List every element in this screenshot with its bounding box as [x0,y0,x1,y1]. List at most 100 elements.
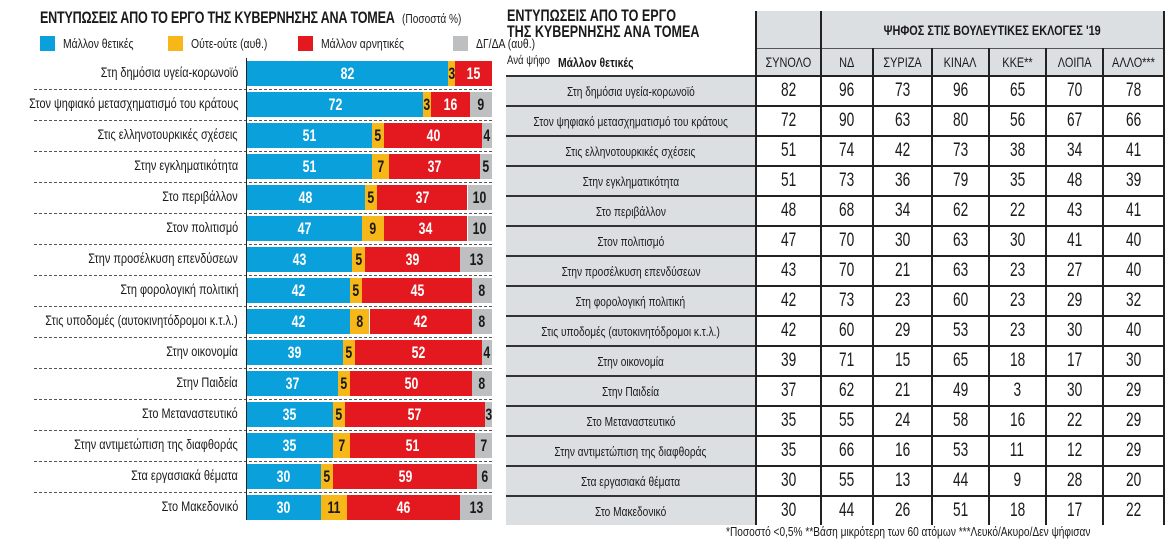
bar-segment: 15 [455,61,492,86]
table-cell: 29 [1103,375,1165,406]
bar-segment: 42 [247,278,350,303]
vote-table: ΨΗΦΟΣ ΣΤΙΣ ΒΟΥΛΕΥΤΙΚΕΣ ΕΚΛΟΓΕΣ '19 ΣΥΝΟΛ… [506,11,1165,525]
legend-label: Μάλλον θετικές [63,35,134,51]
table-cell: 90 [820,105,874,136]
stacked-bar: 82 3 15 [247,61,492,86]
row-divider [34,368,492,369]
table-cell: 49 [931,375,991,406]
bar-segment: 7 [474,433,492,458]
row-label: Στο Μακεδονικό [506,495,757,525]
bar-segment: 39 [364,247,461,272]
chart-row: Στα εργασιακά θέματα 30 5 59 6 [0,461,500,492]
table-cell: 12 [1045,435,1105,466]
data-label: 5 [340,373,348,393]
legend-item: Μάλλον θετικές [40,34,151,52]
bar-segment: 35 [247,402,333,427]
table-cell: 16 [872,435,933,466]
bar-segment: 4 [482,340,492,365]
table-cell: 82 [755,75,822,106]
data-label: 13 [469,497,483,517]
bar-segment: 37 [389,154,480,179]
table-cell: 29 [1103,435,1165,466]
bar-segment: 30 [247,464,321,489]
stacked-bar: 37 5 50 8 [247,371,492,396]
data-label: 10 [472,218,487,238]
row-label: Στην προσέλκυση επενδύσεων [506,255,757,286]
data-label: 48 [298,187,313,207]
stacked-bar: 35 7 51 7 [247,433,492,458]
table-row: Στο περιβάλλον 48 68 34 62 22 43 41 [506,195,1165,226]
chart-axis-line [246,58,247,520]
table-cell: 30 [1045,315,1105,346]
data-label: 10 [472,187,487,207]
table-cell: 96 [820,75,874,106]
table-cell: 32 [1103,285,1165,316]
table-cell: 73 [872,75,933,106]
table-cell: 70 [1045,75,1105,106]
chart-row: Στη φορολογική πολιτική 42 5 45 8 [0,275,500,306]
legend-label: Μάλλον αρνητικές [321,35,404,51]
data-label: 30 [276,466,291,486]
bar-segment: 6 [477,464,492,489]
table-cell: 72 [755,105,822,136]
table-cell: 65 [989,75,1047,106]
row-label: Στην αντιμετώπιση της διαφθοράς [506,435,757,466]
table-cell: 22 [989,195,1047,226]
table-cell: 3 [989,375,1047,406]
table-cell: 55 [820,465,874,496]
table-cell: 23 [989,315,1047,346]
table-row: Στο Μακεδονικό 30 44 26 51 18 17 22 [506,495,1165,525]
row-label: Στο Μεταναστευτικό [506,405,757,436]
data-label: 7 [377,156,384,176]
row-label: Στη φορολογική πολιτική [506,285,757,316]
bar-segment: 51 [247,154,372,179]
category-label: Στις υποδομές (αυτοκινητόδρομοι κ.τ.λ.) [45,312,238,328]
table-cell: 58 [931,405,991,436]
row-divider [34,461,492,462]
data-label: 5 [323,466,331,486]
stacked-bar: 42 5 45 8 [247,278,492,303]
table-cell: 40 [1103,315,1165,346]
bar-segment: 47 [247,216,363,241]
row-label: Στο περιβάλλον [506,195,757,226]
legend-swatch [40,35,55,51]
table-cell: 63 [931,225,991,256]
data-label: 8 [478,280,486,300]
row-label: Στις υποδομές (αυτοκινητόδρομοι κ.τ.λ.) [506,315,757,346]
category-label: Στη φορολογική πολιτική [119,281,238,297]
bar-segment: 51 [349,433,475,458]
chart-row: Στη δημόσια υγεία-κορωνοϊό 82 3 15 [0,58,500,89]
table-cell: 23 [989,255,1047,286]
category-label: Στον πολιτισμό [166,219,238,235]
category-label: Στη δημόσια υγεία-κορωνοϊό [100,64,238,80]
table-cell: 21 [872,255,933,286]
table-row: Στη φορολογική πολιτική 42 73 23 60 23 29 32 [506,285,1165,316]
category-label: Στις ελληνοτουρκικές σχέσεις [97,126,238,142]
data-label: 37 [415,187,429,207]
row-label: Στον πολιτισμό [506,225,757,256]
table-cell: 63 [872,105,933,136]
table-cell: 36 [872,165,933,196]
bar-segment: 30 [247,495,321,520]
bar-segment: 5 [364,185,377,210]
table-cell: 74 [820,135,874,166]
table-footnote: *Ποσοστό <0,5% **Βάση μικρότερη των 60 α… [726,524,1091,539]
bar-segment: 8 [472,371,492,396]
row-divider [34,182,492,183]
table-cell: 34 [872,195,933,226]
table-cell: 30 [755,495,822,525]
table-cell: 29 [1103,405,1165,436]
legend-item: Ούτε-ούτε (αυθ.) [168,34,287,52]
table-cell: 16 [989,405,1047,436]
bar-segment: 8 [349,309,370,334]
data-label: 8 [478,311,486,331]
data-label: 45 [410,280,425,300]
table-cell: 80 [931,105,991,136]
data-label: 37 [427,156,442,176]
column-header: ΣΥΡΙΖΑ [872,48,933,76]
row-label: Στη δημόσια υγεία-κορωνοϊό [506,75,757,106]
category-label: Στα εργασιακά θέματα [131,467,238,483]
data-label: 4 [483,125,491,145]
table-cell: 22 [1045,405,1105,436]
table-cell: 62 [931,195,991,226]
